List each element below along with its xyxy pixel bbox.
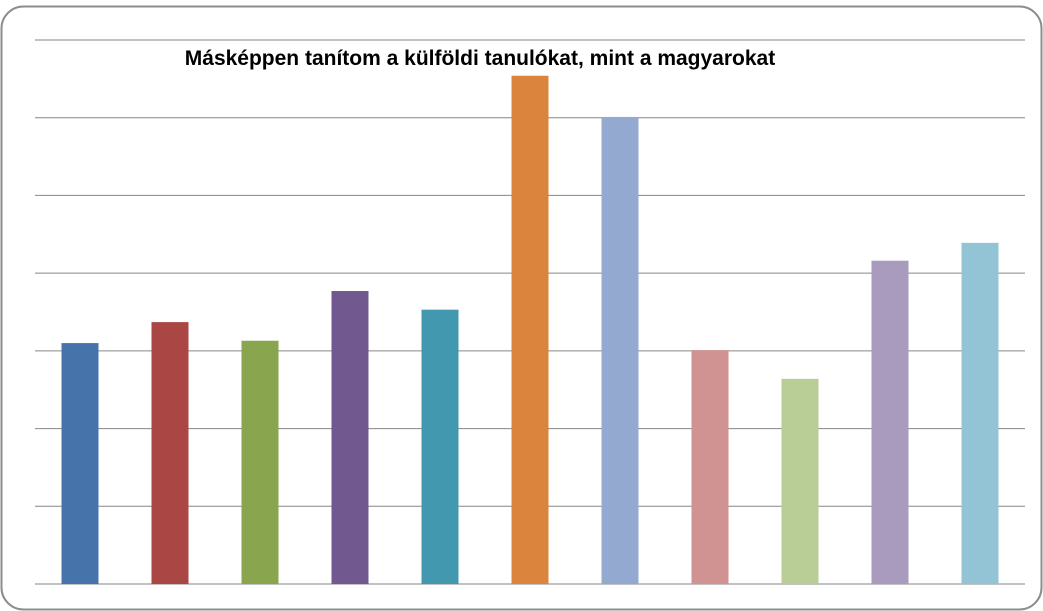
bar xyxy=(241,340,279,584)
bar xyxy=(601,116,639,585)
chart-title: Másképpen tanítom a külföldi tanulókat, … xyxy=(184,47,776,70)
bar xyxy=(151,322,189,584)
bar xyxy=(421,309,459,584)
bar xyxy=(781,378,819,584)
bar xyxy=(61,343,99,584)
bar xyxy=(871,260,909,584)
bar xyxy=(331,291,369,584)
bar xyxy=(511,75,549,585)
bar xyxy=(961,242,999,584)
bar xyxy=(691,350,729,584)
